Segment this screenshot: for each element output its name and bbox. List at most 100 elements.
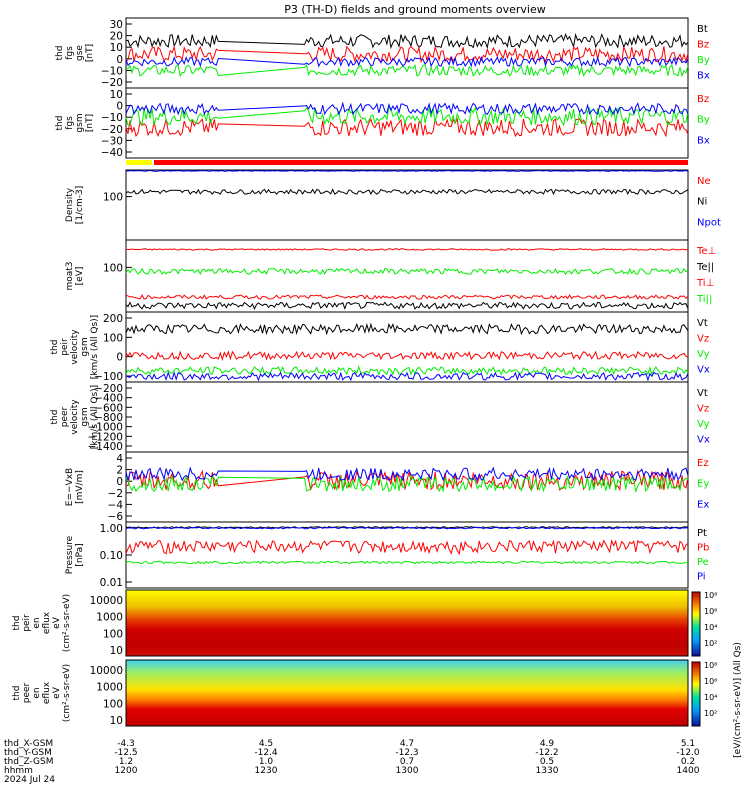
- legend-Bz: Bz: [697, 94, 709, 105]
- y-tick-label: −40: [101, 147, 123, 159]
- orbit-row-value: -12.4: [254, 748, 278, 758]
- y-label-line: thd: [12, 686, 22, 701]
- orbit-row-label: thd_Y-GSM: [4, 748, 52, 758]
- legend-Vz: Vz: [697, 334, 709, 345]
- y-label-line: [mV/m]: [75, 470, 85, 504]
- legend-Pb: Pb: [697, 543, 709, 554]
- y-label-line: en: [32, 617, 42, 628]
- legend-Te⊥: Te⊥: [696, 246, 716, 257]
- y-tick-label: 0: [116, 54, 123, 66]
- series-line-Vx: [125, 371, 689, 382]
- legend-By: By: [697, 55, 710, 66]
- legend-Pi: Pi: [697, 572, 706, 583]
- y-tick-label: 10: [110, 645, 123, 657]
- y-label-line: gse: [75, 45, 85, 61]
- colorbar-tick: 10⁸: [704, 661, 717, 670]
- y-tick-label: 200: [103, 313, 123, 325]
- y-tick-label: −20: [101, 124, 123, 136]
- orbit-row-value: 1200: [115, 766, 138, 776]
- y-label-line: [nT]: [85, 114, 95, 132]
- orbit-row-value: 1330: [536, 766, 559, 776]
- series-line-By: [125, 63, 689, 78]
- panel-frame: [125, 521, 689, 589]
- y-tick-label: 2: [116, 465, 123, 477]
- legend-Bt: Bt: [697, 24, 708, 35]
- y-label-line: eflux: [42, 611, 52, 634]
- orbit-row-value: 1400: [677, 766, 700, 776]
- y-tick-label: 0: [116, 352, 123, 364]
- y-label-line: moat3: [65, 261, 75, 290]
- y-tick-label: −6: [108, 511, 124, 523]
- y-tick-label: 10000: [90, 595, 123, 607]
- y-label-line: gsm: [80, 337, 90, 356]
- y-label-line: thd: [12, 616, 22, 631]
- panel-frame: [125, 87, 689, 159]
- y-label-line: [nT]: [85, 44, 95, 62]
- y-label-line: [1/cm-3]: [75, 186, 85, 224]
- y-label-line: E=−VxB: [65, 468, 75, 506]
- y-label-line: en: [32, 687, 42, 698]
- y-label-line: [km/s (All Qs)]: [90, 315, 100, 379]
- y-tick-label: −100: [94, 371, 123, 383]
- orbit-row-label: hhmm: [4, 766, 33, 776]
- series-line-Te⊥: [125, 248, 689, 251]
- y-label-line: Pressure: [65, 535, 75, 574]
- orbit-row-value: 1230: [255, 766, 278, 776]
- series-line-Vt: [125, 322, 689, 336]
- y-label-line: [eV]: [75, 267, 85, 286]
- colorbar-label: [eV/(cm²-s-sr-eV)] (All Qs): [733, 642, 743, 758]
- y-tick-label: −1400: [87, 441, 123, 453]
- orbit-row-value: -12.3: [395, 748, 418, 758]
- panel-frame: [125, 239, 689, 313]
- series-line-Ni: [125, 188, 689, 196]
- y-label-line: gsm: [75, 113, 85, 132]
- colorbar-tick: 10²: [704, 639, 717, 648]
- series-line-Vy: [125, 365, 689, 376]
- legend-Bx: Bx: [697, 71, 710, 82]
- y-tick-label: 0: [116, 101, 123, 113]
- y-label-line: peer: [60, 406, 70, 427]
- y-label-line: eV: [52, 686, 62, 699]
- panel-7: 1.00 0.10 0.01 Pressure [nPa] Pt Pb Pe Pi: [65, 521, 709, 589]
- series-line-Ey: [125, 474, 689, 494]
- y-tick-label: 0.01: [100, 577, 123, 589]
- y-tick-label: 1.00: [100, 523, 123, 535]
- orbit-row-value: -12.5: [114, 748, 137, 758]
- y-label-line: (cm²-s-sr-eV): [62, 664, 72, 722]
- series-line-Pt: [125, 526, 689, 529]
- legend-Bx: Bx: [697, 135, 710, 146]
- series-line-Ez: [125, 469, 689, 492]
- legend-Vx: Vx: [697, 365, 710, 376]
- panel-2: 100 Density [1/cm-3] Ne Ni Npot: [65, 169, 721, 241]
- orbit-row-value: 1.2: [119, 757, 133, 767]
- legend-Pe: Pe: [697, 557, 709, 568]
- y-tick-label: 0: [116, 476, 123, 488]
- legend-Ti⊥: Ti⊥: [696, 278, 714, 289]
- colorbar-tick: 10⁶: [704, 677, 717, 686]
- y-tick-label: −4: [108, 499, 124, 511]
- colorbar-tick: 10²: [704, 709, 717, 718]
- y-tick-label: 100: [103, 698, 123, 710]
- series-line-Bz: [125, 117, 689, 138]
- series-line-Pe: [125, 560, 689, 565]
- y-tick-label: 1000: [96, 612, 123, 624]
- y-label-line: (cm²-s-sr-eV): [62, 594, 72, 652]
- orbit-row-value: -12.2: [535, 748, 558, 758]
- y-label-line: peir: [22, 614, 32, 632]
- y-tick-label: −600: [94, 402, 123, 414]
- legend-Vy: Vy: [697, 349, 710, 360]
- colorbar-tick: 10⁴: [704, 693, 717, 702]
- spectrogram-image: [125, 589, 689, 657]
- legend-Vt: Vt: [697, 388, 708, 399]
- y-tick-label: 100: [103, 628, 123, 640]
- y-tick-label: −200: [94, 383, 123, 395]
- legend-Vx: Vx: [697, 435, 710, 446]
- y-tick-label: 4: [116, 453, 123, 465]
- legend-Npot: Npot: [697, 217, 721, 228]
- orbit-row-value: 4.9: [540, 739, 555, 749]
- y-label-line: thd: [50, 340, 60, 355]
- panel-6: 420−2−4−6 E=−VxB [mV/m] Ez Ey Ex: [65, 451, 709, 523]
- y-label-line: thd: [50, 410, 60, 425]
